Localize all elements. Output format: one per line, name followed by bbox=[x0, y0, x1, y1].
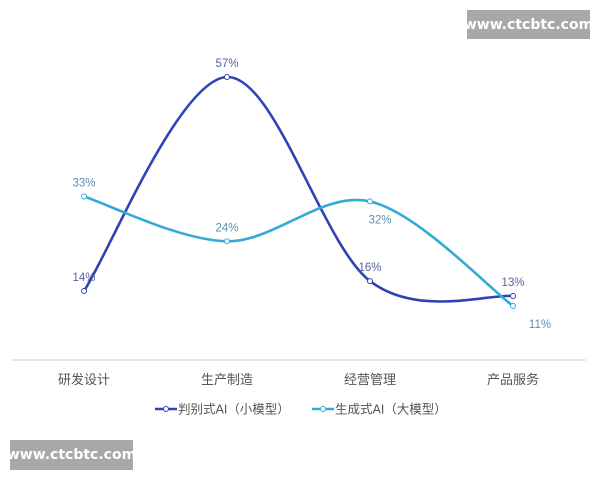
watermark-bottom: www.ctcbtc.com bbox=[7, 440, 136, 470]
legend-label-1: 生成式AI（大模型） bbox=[335, 403, 447, 417]
data-point bbox=[367, 278, 373, 285]
data-point bbox=[510, 292, 516, 299]
legend-label-0: 判别式AI（小模型） bbox=[178, 403, 290, 417]
data-label: 11% bbox=[529, 319, 551, 331]
data-point bbox=[81, 288, 87, 295]
data-point bbox=[510, 302, 516, 309]
data-label: 14% bbox=[72, 272, 95, 284]
watermark-top: www.ctcbtc.com bbox=[464, 10, 593, 39]
legend-marker-0 bbox=[163, 406, 169, 412]
data-point bbox=[224, 74, 230, 81]
data-label: 33% bbox=[72, 177, 95, 189]
data-label: 32% bbox=[368, 214, 391, 226]
data-point bbox=[81, 193, 87, 200]
x-tick-label: 生产制造 bbox=[201, 372, 253, 387]
x-tick-label: 研发设计 bbox=[58, 372, 110, 387]
data-label: 57% bbox=[215, 58, 238, 70]
data-label: 13% bbox=[501, 277, 524, 289]
x-tick-label: 产品服务 bbox=[487, 372, 539, 387]
data-point bbox=[224, 238, 230, 245]
series-line-1 bbox=[83, 195, 514, 308]
x-tick-label: 经营管理 bbox=[344, 372, 396, 387]
legend-marker-1 bbox=[320, 406, 326, 412]
data-label: 24% bbox=[215, 222, 238, 234]
series-line-0 bbox=[82, 75, 514, 303]
data-point bbox=[367, 198, 373, 205]
data-label: 16% bbox=[358, 262, 381, 274]
